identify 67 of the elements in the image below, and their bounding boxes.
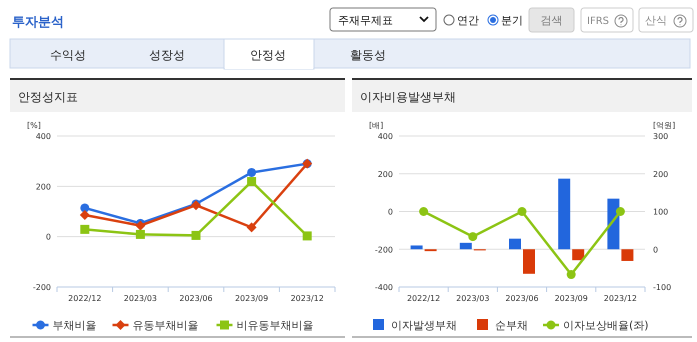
- x-tick-label: 2022/12: [406, 294, 440, 303]
- y-tick-label: -400: [374, 283, 393, 292]
- text: IFRS: [587, 16, 609, 27]
- bar: [558, 178, 570, 250]
- x-tick-label: 2022/12: [68, 294, 102, 303]
- point: [246, 222, 257, 232]
- y2-axis-title: [억원]: [653, 121, 676, 130]
- point: [616, 207, 625, 216]
- y2-tick-label: -100: [653, 283, 672, 292]
- point: [247, 168, 256, 177]
- x-tick-label: 2023/12: [290, 294, 324, 303]
- y-tick-label: -200: [374, 245, 393, 254]
- chart-title: 이자비용발생부채: [360, 90, 456, 104]
- legend-label: 부채비율: [52, 319, 96, 332]
- bar: [509, 238, 521, 250]
- point: [518, 207, 526, 216]
- legend-label: 이자발생부채: [391, 319, 457, 332]
- legend-label: 비유동부채비율: [236, 319, 314, 332]
- bar: [621, 249, 634, 261]
- text: 수익성: [50, 48, 86, 62]
- x-tick-label: 2023/12: [604, 294, 638, 303]
- y2-tick-label: 100: [653, 208, 668, 216]
- y-tick-label: 400: [378, 132, 393, 141]
- y-axis-title: [%]: [27, 121, 41, 130]
- y2-tick-label: 0: [653, 245, 658, 254]
- text: 안정성: [250, 48, 286, 62]
- point: [135, 220, 146, 231]
- chart-title: 안정성지표: [18, 90, 78, 104]
- legend-label: 이자보상배율(좌): [563, 319, 649, 332]
- text: 주재무제표: [338, 14, 393, 27]
- point: [247, 177, 256, 186]
- y-tick-label: 0: [46, 232, 51, 242]
- y-axis-title: [배]: [369, 121, 384, 130]
- legend-label: 유동부채비율: [132, 319, 198, 332]
- y-tick-label: -200: [32, 283, 51, 292]
- text: 검색: [540, 14, 562, 27]
- text: 성장성: [149, 48, 185, 62]
- text: 산식: [645, 14, 667, 27]
- legend-label: 순부채: [495, 319, 528, 332]
- x-tick-label: 2023/06: [505, 294, 539, 303]
- y2-tick-label: 300: [653, 132, 668, 141]
- point: [80, 224, 90, 234]
- y-tick-label: 400: [36, 132, 51, 141]
- text: 분기: [501, 14, 523, 27]
- x-tick-label: 2023/06: [179, 294, 213, 303]
- y-tick-label: 200: [378, 170, 393, 179]
- y-tick-label: 200: [36, 182, 51, 192]
- y2-tick-label: 200: [653, 170, 668, 179]
- point: [566, 270, 576, 280]
- x-tick-label: 2023/03: [124, 294, 158, 303]
- bar: [460, 242, 472, 250]
- bar: [523, 249, 535, 274]
- x-tick-label: 2023/09: [554, 294, 588, 303]
- text: 연간: [457, 14, 479, 27]
- point: [302, 231, 312, 240]
- point: [136, 230, 145, 239]
- x-tick-label: 2023/03: [456, 294, 490, 303]
- point: [419, 207, 428, 216]
- x-tick-label: 2023/09: [234, 294, 268, 303]
- text: 투자분석: [12, 15, 64, 30]
- point: [80, 210, 90, 220]
- text: 활동성: [350, 48, 386, 62]
- bar: [572, 249, 584, 260]
- point: [468, 232, 478, 242]
- bar: [410, 245, 423, 250]
- y-tick-label: 0: [388, 208, 393, 216]
- point: [192, 230, 200, 240]
